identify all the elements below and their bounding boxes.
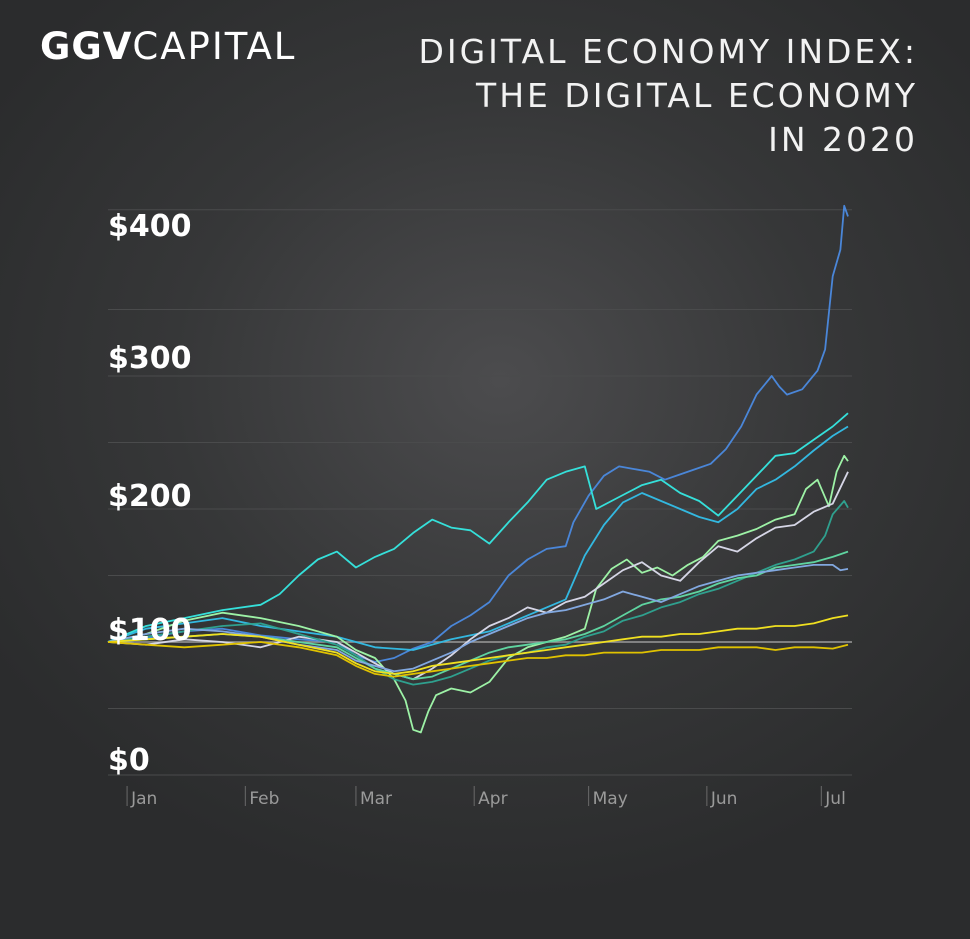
y-tick-label: $200 <box>108 479 192 514</box>
series-line-9 <box>107 614 849 675</box>
series-line-2 <box>107 412 849 643</box>
x-tick-label: Jun <box>710 789 738 809</box>
chart-title: DIGITAL ECONOMY INDEX: THE DIGITAL ECONO… <box>418 30 918 162</box>
title-line-3: IN 2020 <box>768 120 918 159</box>
series-line-6 <box>107 500 849 686</box>
y-tick-label: $400 <box>108 209 192 244</box>
logo-light-text: CAPITAL <box>132 25 297 68</box>
series-line-3 <box>107 425 849 651</box>
series-line-7 <box>107 550 849 681</box>
series-line-10 <box>107 641 849 678</box>
logo-bold-text: GGV <box>40 25 133 68</box>
x-axis-labels: Jan Feb Mar Apr May Jun Jul <box>126 786 846 809</box>
chart-series <box>107 204 849 734</box>
x-tick-label: Feb <box>249 789 279 809</box>
y-tick-label: $300 <box>108 341 192 376</box>
y-tick-label: $0 <box>108 743 150 778</box>
series-line-1 <box>107 204 849 663</box>
chart-gridlines <box>108 209 852 776</box>
x-tick-label: Mar <box>360 789 392 809</box>
x-tick-label: Apr <box>478 789 507 809</box>
x-tick-label: Jul <box>824 789 846 809</box>
x-tick-label: May <box>593 789 628 809</box>
title-line-1: DIGITAL ECONOMY INDEX: <box>418 32 918 71</box>
series-line-4 <box>107 454 849 734</box>
ggv-capital-logo: GGVCAPITAL <box>40 28 296 65</box>
title-line-2: THE DIGITAL ECONOMY <box>476 76 918 115</box>
y-axis-labels: $400 $300 $200 $100 $0 <box>108 209 192 778</box>
x-tick-label: Jan <box>130 789 157 809</box>
y-tick-label: $100 <box>108 613 192 648</box>
series-line-8 <box>107 564 849 673</box>
